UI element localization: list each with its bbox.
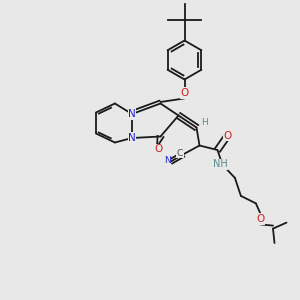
Text: N: N xyxy=(128,133,136,143)
Text: N: N xyxy=(164,156,171,165)
Text: NH: NH xyxy=(213,159,228,170)
Text: O: O xyxy=(154,144,162,154)
Text: O: O xyxy=(223,130,232,141)
Text: O: O xyxy=(180,88,189,98)
Text: O: O xyxy=(256,214,265,224)
Text: H: H xyxy=(201,118,207,127)
Text: N: N xyxy=(128,109,136,119)
Text: C: C xyxy=(177,149,183,158)
